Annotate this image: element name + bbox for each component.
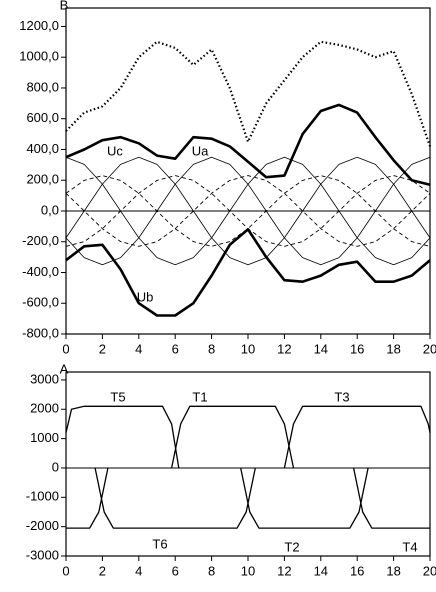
series-line	[65, 228, 431, 317]
x-tick-label: 8	[208, 341, 215, 356]
x-tick-label: 18	[386, 563, 400, 578]
series-line	[65, 405, 180, 469]
series-line	[65, 156, 431, 266]
x-tick-label: 16	[350, 563, 364, 578]
y-tick-label: 1000,0	[19, 49, 59, 64]
x-tick-label: 0	[62, 563, 69, 578]
series-line	[65, 175, 431, 247]
x-tick-label: 6	[172, 563, 179, 578]
series-line	[65, 175, 431, 247]
series-line	[66, 467, 430, 529]
y-tick-label: -600,0	[22, 295, 59, 310]
y-tick-label: -2000	[26, 518, 59, 533]
x-tick-label: 14	[314, 563, 328, 578]
y-tick-label: 3000	[30, 371, 59, 386]
x-tick-label: 10	[241, 341, 255, 356]
series-label: T4	[402, 539, 417, 554]
series-line	[240, 467, 369, 529]
y-tick-label: 800,0	[26, 79, 59, 94]
x-tick-label: 18	[386, 341, 400, 356]
x-tick-label: 6	[172, 341, 179, 356]
x-tick-label: 20	[423, 341, 436, 356]
series-line	[65, 40, 432, 147]
series-line	[65, 103, 431, 187]
series-label: T3	[334, 389, 349, 404]
x-tick-label: 8	[208, 563, 215, 578]
x-tick-label: 14	[314, 341, 328, 356]
y-tick-label: 2000	[30, 401, 59, 416]
series-line	[65, 156, 431, 266]
x-tick-label: 2	[99, 563, 106, 578]
x-tick-label: 4	[135, 563, 142, 578]
y-tick-label: -1000	[26, 489, 59, 504]
annotation: Uc	[107, 143, 123, 158]
x-tick-label: 16	[350, 341, 364, 356]
y-tick-label: -200,0	[22, 233, 59, 248]
y-tick-label: -800,0	[22, 325, 59, 340]
x-tick-label: 12	[277, 341, 291, 356]
y-tick-label: 400,0	[26, 141, 59, 156]
x-tick-label: 20	[423, 563, 436, 578]
series-label: T2	[284, 539, 299, 554]
annotation: Ub	[137, 289, 154, 304]
x-tick-label: 2	[99, 341, 106, 356]
series-line	[170, 405, 295, 469]
y-tick-label: -400,0	[22, 264, 59, 279]
y-tick-label: -3000	[26, 547, 59, 562]
series-label: T5	[110, 389, 125, 404]
series-line	[94, 467, 256, 529]
series-label: T6	[152, 536, 167, 551]
series-line	[283, 405, 431, 469]
x-tick-label: 4	[135, 341, 142, 356]
y-tick-label: 1000	[30, 430, 59, 445]
y-tick-label: 200,0	[26, 172, 59, 187]
x-tick-label: 12	[277, 563, 291, 578]
y-tick-label: 0	[52, 459, 59, 474]
y-axis-label: A	[60, 361, 69, 376]
annotation: Ua	[192, 143, 209, 158]
x-tick-label: 0	[62, 341, 69, 356]
x-tick-label: 10	[241, 563, 255, 578]
y-tick-label: 1200,0	[19, 18, 59, 33]
series-line	[65, 175, 431, 247]
y-tick-label: 600,0	[26, 110, 59, 125]
y-tick-label: 0,0	[41, 202, 59, 217]
series-label: T1	[192, 389, 207, 404]
y-axis-label: B	[60, 0, 69, 12]
